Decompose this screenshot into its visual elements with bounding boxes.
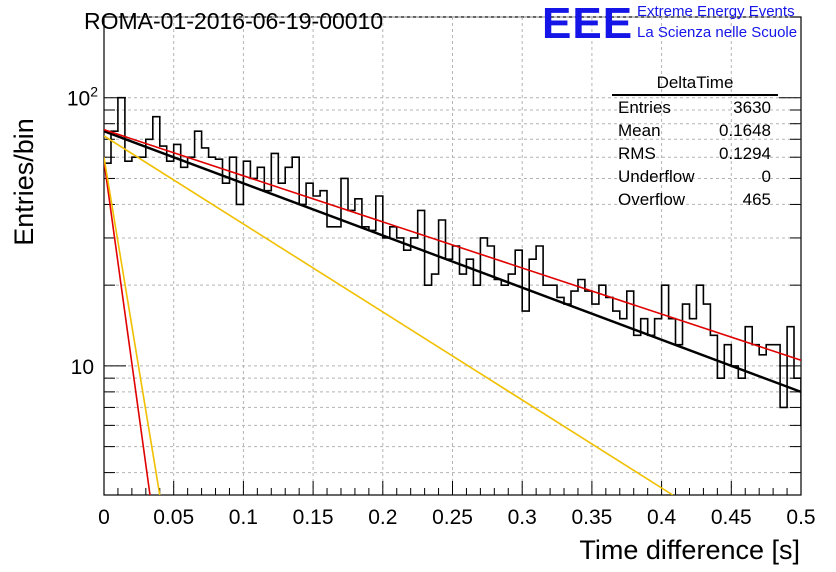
histogram-steps [104,96,801,427]
x-tick-label: 0.05 [153,506,194,529]
histogram-series [104,96,801,427]
x-axis-label: Time difference [s] [579,535,800,565]
fit-line [104,161,151,495]
stats-value: 465 [742,190,771,209]
stats-label: RMS [618,144,656,163]
stats-row-underflow: Underflow 0 [612,165,778,188]
stats-row-overflow: Overflow 465 [612,188,778,211]
x-tick-label: 0.45 [711,506,752,529]
x-tick-label: 0.15 [293,506,334,529]
logo-line-2: La Scienza nelle Scuole [637,24,798,41]
fit-lines [104,128,801,495]
x-tick-label: 0.2 [368,506,397,529]
stats-label: Overflow [618,190,686,209]
stats-value: 3630 [733,98,771,117]
y-tick-label: 102 [67,84,98,111]
x-tick-label: 0.4 [647,506,677,529]
grid [104,16,801,495]
stats-value: 0.1294 [719,144,771,163]
chart-title: ROMA-01-2016-06-19-00010 [84,8,384,34]
x-tick-label: 0.1 [229,506,258,529]
x-tick-label: 0.35 [571,506,612,529]
fit-line [104,135,674,495]
logo-line-1: Extreme Energy Events [637,3,795,20]
stats-row-rms: RMS 0.1294 [612,142,778,165]
x-tick-label: 0.3 [508,506,537,529]
tick-labels: 0 0.05 0.1 0.15 0.2 0.25 0.3 0.35 0.4 0.45 0.5 10 10… [67,84,816,529]
x-tick-label: 0.5 [786,506,815,529]
stats-box: DeltaTime Entries 3630 Mean 0.1648 RMS 0… [612,72,778,211]
stats-label: Entries [618,98,671,117]
stats-row-mean: Mean 0.1648 [612,119,778,142]
y-axis-label: Entries/bin [9,118,39,246]
x-tick-label: 0.25 [432,506,473,529]
fit-line [104,130,801,393]
stats-label: Mean [618,121,661,140]
y-tick-label: 10 [71,356,94,379]
x-tick-label: 0 [98,506,110,529]
fit-line [104,128,801,361]
stats-row-entries: Entries 3630 [612,96,778,119]
stats-value: 0 [761,167,771,186]
stats-label: Underflow [618,167,695,186]
eee-logo: EEE [542,0,634,48]
stats-value: 0.1648 [719,121,771,140]
fit-line [104,157,161,495]
axis-ticks [103,16,802,495]
stats-title: DeltaTime [612,72,778,96]
